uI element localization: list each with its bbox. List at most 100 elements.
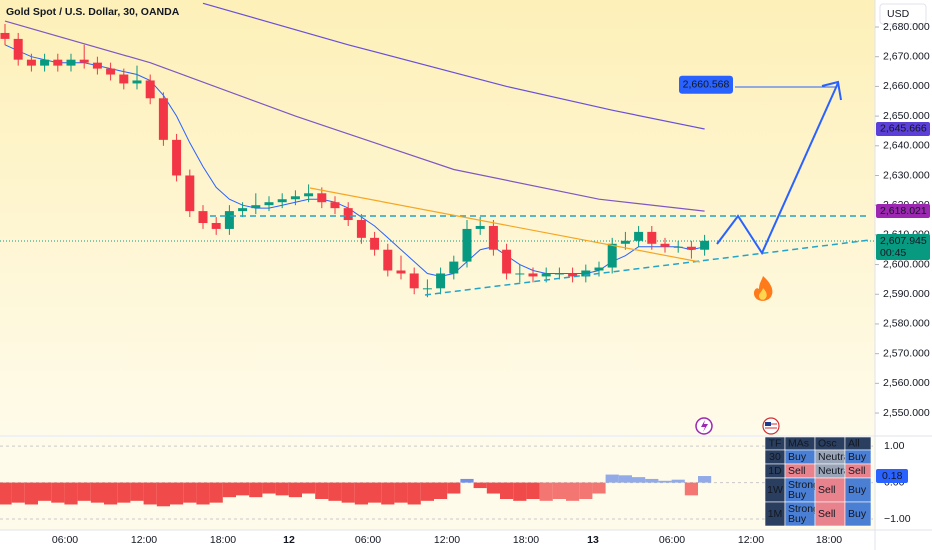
indicator-bar: [222, 482, 236, 498]
y-tick-label: 2,660.000: [883, 80, 930, 92]
y-tick-label: 2,670.000: [883, 50, 930, 62]
signal-cell-label: Sell: [788, 465, 806, 477]
candle-body: [92, 62, 102, 69]
signal-cell-label: Buy: [848, 484, 867, 496]
candle-body: [554, 273, 564, 275]
indicator-tick-label: −1.00: [884, 513, 911, 525]
candle-body: [515, 273, 525, 275]
falling-trendline: [309, 187, 701, 263]
candle-body: [343, 208, 353, 221]
y-tick-label: 2,550.000: [883, 407, 930, 419]
indicator-bar: [275, 482, 289, 496]
countdown-label: 00:45: [880, 247, 906, 259]
candle-body: [436, 273, 446, 289]
indicator-bar: [143, 482, 157, 505]
indicator-bar: [262, 482, 276, 494]
signal-cell-label: Neutral: [818, 465, 852, 477]
candle-body: [700, 240, 710, 250]
signal-cell-label: MAs: [788, 437, 809, 449]
indicator-bar: [566, 482, 580, 501]
target-label: 2,660.568: [683, 79, 730, 91]
candle-body: [106, 68, 116, 75]
candle-body: [290, 196, 300, 200]
x-tick-label: 06:00: [355, 534, 381, 546]
candle-body: [0, 32, 10, 39]
indicator-bar: [11, 482, 25, 503]
projection-path: [716, 82, 839, 256]
price-tag: [876, 121, 930, 136]
indicator-bar: [117, 482, 131, 503]
candle-body: [396, 270, 406, 274]
candle-body: [475, 225, 485, 229]
indicator-bar: [196, 482, 210, 505]
candle-body: [541, 273, 551, 277]
indicator-bar: [592, 482, 606, 494]
candle-body: [40, 59, 50, 66]
price-tag-label: 2,618.021: [880, 205, 927, 217]
indicator-bar: [486, 482, 500, 494]
indicator-bar: [130, 482, 144, 501]
candle-body: [277, 199, 287, 203]
y-tick-label: 2,590.000: [883, 288, 930, 300]
indicator-bar: [420, 482, 434, 501]
currency-button[interactable]: [879, 3, 927, 25]
signal-cell: [814, 501, 846, 527]
indicator-bar: [104, 482, 118, 505]
signal-cell-label: All: [848, 437, 860, 449]
indicator-bar: [341, 482, 355, 503]
candle-body: [594, 267, 604, 271]
indicator-bar: [434, 482, 448, 499]
candle-body: [462, 228, 472, 262]
candle-body: [198, 211, 208, 223]
candle-body: [211, 222, 221, 229]
signal-cell-label: Neutral: [818, 451, 852, 463]
x-tick-label: 18:00: [210, 534, 236, 546]
indicator-value-label: 0.18: [882, 470, 903, 482]
indicator-bar: [552, 482, 566, 499]
indicator-bar: [632, 477, 646, 483]
indicator-bar: [328, 482, 342, 501]
indicator-bar: [288, 482, 302, 498]
candle-body: [251, 205, 261, 209]
signal-cell-label: Buy: [848, 451, 867, 463]
y-tick-label: 2,570.000: [883, 347, 930, 359]
indicator-bar: [236, 482, 250, 496]
candle-body: [488, 225, 498, 250]
candle-body: [53, 59, 63, 66]
candle-body: [660, 243, 670, 247]
candle-body: [185, 175, 195, 212]
indicator-bar: [156, 482, 170, 507]
indicator-bar: [658, 480, 672, 483]
candle-body: [409, 273, 419, 289]
signal-cell-label: Osc: [818, 437, 837, 449]
candle-body: [132, 80, 142, 84]
indicator-bar: [473, 482, 487, 489]
candle-body: [422, 288, 432, 290]
candle-body: [528, 273, 538, 277]
indicator-bar: [618, 475, 632, 483]
candle-body: [568, 273, 578, 277]
candle-body: [304, 193, 314, 197]
indicator-bar: [394, 482, 408, 503]
candle-body: [634, 231, 644, 241]
candle-body: [607, 243, 617, 268]
indicator-tick-label: 1.00: [884, 440, 905, 452]
indicator-bar: [605, 474, 619, 483]
indicator-bar: [645, 478, 659, 483]
indicator-bar: [64, 482, 78, 505]
indicator-bar: [698, 476, 712, 483]
price-tag-label: 2,645.666: [880, 123, 927, 135]
signal-cell-label: 1M: [768, 508, 783, 520]
candle-body: [264, 202, 274, 206]
y-tick-label: 2,680.000: [883, 21, 930, 33]
projection-arrowhead: [821, 80, 842, 101]
x-tick-label: 13: [587, 534, 599, 546]
candle-body: [620, 240, 630, 244]
x-tick-label: 12: [283, 534, 295, 546]
x-tick-label: 06:00: [52, 534, 78, 546]
y-tick-label: 2,630.000: [883, 169, 930, 181]
y-tick-label: 2,560.000: [883, 377, 930, 389]
candle-body: [356, 220, 366, 238]
candle-body: [647, 231, 657, 244]
